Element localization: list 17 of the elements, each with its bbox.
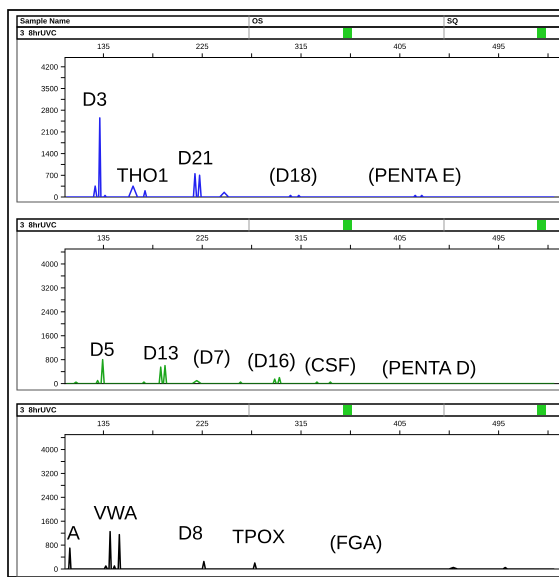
annotation: (D7)	[194, 350, 230, 368]
annotation: (PENTA E)	[369, 168, 460, 186]
annotation: A	[66, 526, 80, 540]
annotation: (D16)	[248, 353, 295, 372]
annotation: VWA	[94, 506, 138, 520]
annotation: D3	[84, 92, 106, 106]
annotation: D8	[180, 526, 202, 540]
annotation: D5	[91, 342, 114, 356]
annotation: (FGA)	[330, 535, 382, 554]
annotation: D13	[144, 346, 178, 360]
annotation: D21	[179, 150, 212, 164]
line-series	[66, 117, 554, 197]
annotation: THO1	[117, 168, 168, 182]
annotation: (CSF)	[306, 357, 355, 376]
annotation: (PENTA D)	[382, 360, 476, 378]
annotation: TPOX	[232, 530, 285, 544]
annotation: (D18)	[270, 168, 316, 186]
